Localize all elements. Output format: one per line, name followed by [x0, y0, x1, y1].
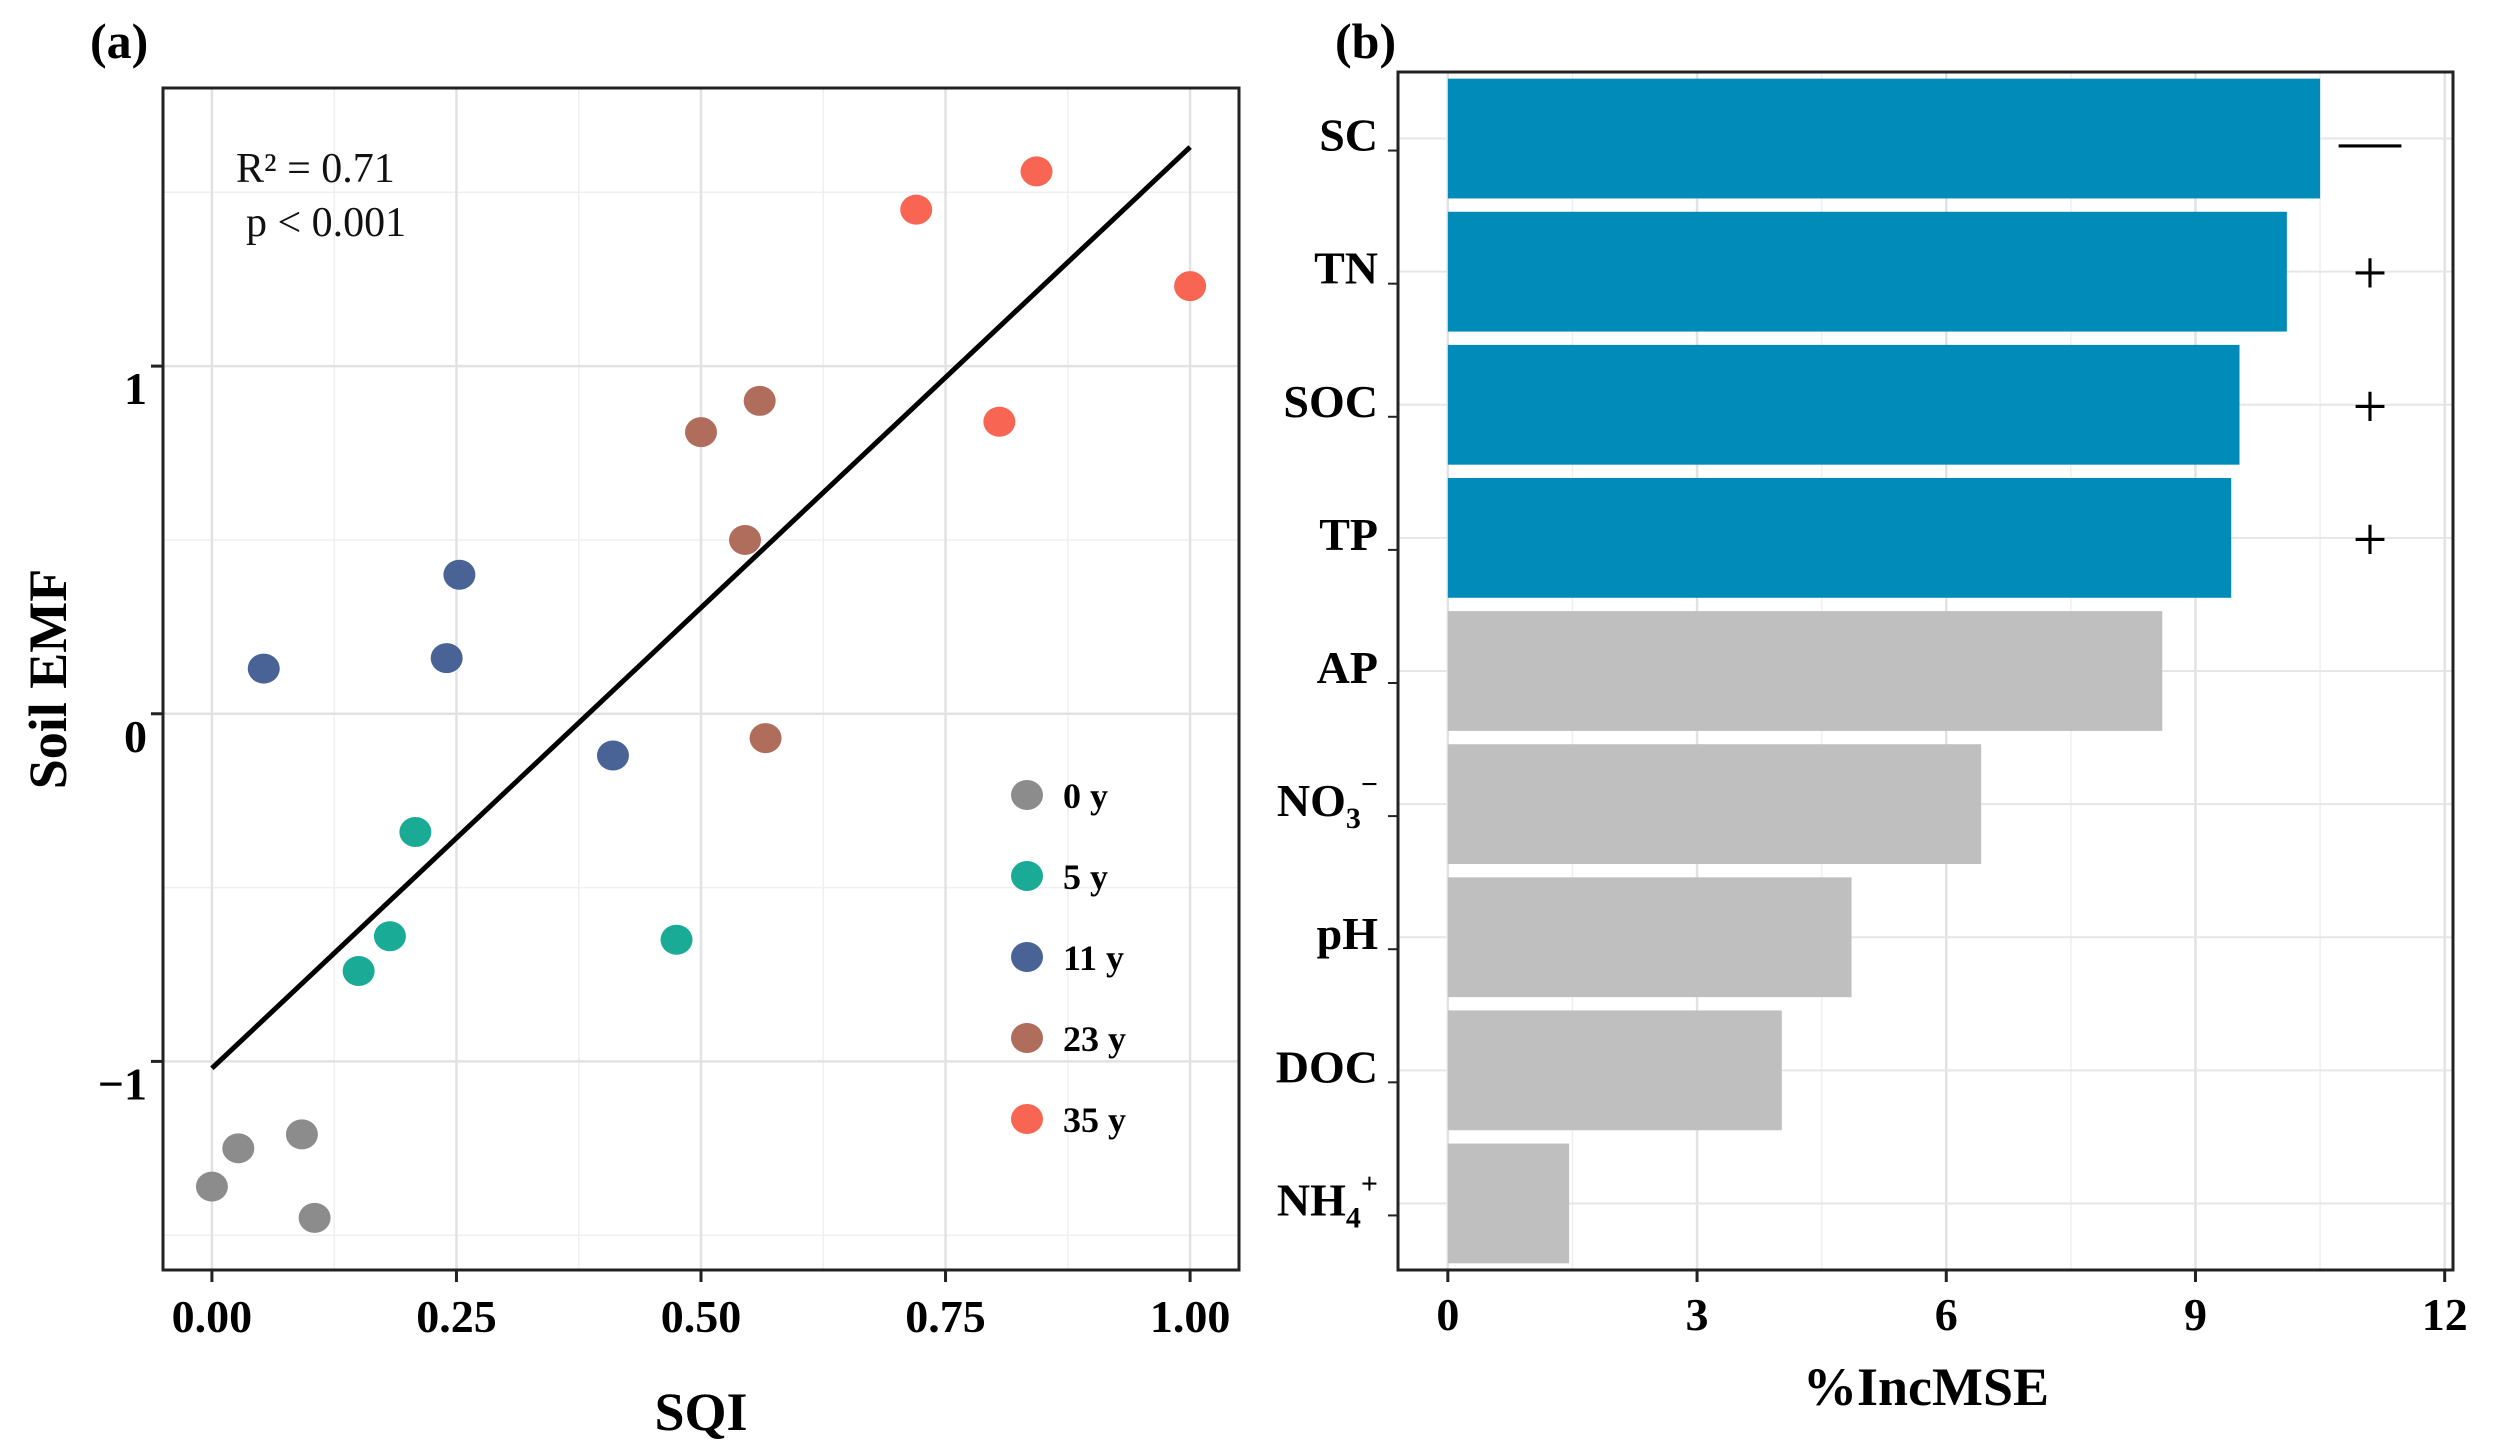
- legend-swatch: [1011, 1104, 1043, 1134]
- variable-label-main: DOC: [1276, 1041, 1378, 1092]
- variable-label-main: AP: [1317, 642, 1378, 693]
- legend-label: 11 y: [1063, 938, 1124, 978]
- scatter-point: [195, 1171, 228, 1202]
- variable-label-main: SOC: [1283, 376, 1378, 427]
- importance-bars: [1447, 78, 2321, 1264]
- scatter-point: [900, 194, 933, 225]
- x-tick-label: 0.25: [416, 1291, 497, 1342]
- scatter-point: [596, 740, 629, 771]
- bar: [1447, 344, 2240, 465]
- variable-label: TP: [1319, 509, 1378, 560]
- scatter-point: [1174, 271, 1207, 302]
- scatter-point: [399, 816, 432, 847]
- variable-label-main: NO: [1277, 775, 1346, 826]
- effect-sign: +: [2353, 240, 2388, 308]
- x-tick-label: 0.00: [172, 1291, 253, 1342]
- effect-signs: — + + +: [2338, 107, 2402, 574]
- bar: [1447, 78, 2321, 199]
- x-tick-label: 9: [2184, 1289, 2207, 1340]
- y-tick-label: 0: [124, 711, 147, 762]
- variable-label: NO3−: [1277, 768, 1378, 835]
- variable-label: TN: [1314, 243, 1378, 294]
- x-tick-label: 0: [1436, 1289, 1459, 1340]
- x-tick-label: 0.75: [905, 1291, 986, 1342]
- scatter-point: [749, 723, 782, 754]
- panel-a-label: (a): [90, 13, 148, 69]
- y-axis-title-soil-emf: Soil EMF: [18, 569, 78, 790]
- x-tick-label: 1.00: [1150, 1291, 1231, 1342]
- variable-label-main: TP: [1319, 509, 1378, 560]
- scatter-point: [247, 653, 280, 684]
- scatter-point: [743, 385, 776, 416]
- panel-a-axis-ticks: 0.00 0.25 0.50 0.75 1.00 −1 0 1: [98, 363, 1231, 1342]
- variable-label: NH4+: [1277, 1167, 1378, 1234]
- effect-sign: —: [2338, 107, 2402, 175]
- x-axis-title-incmse: %IncMSE: [1803, 1357, 2049, 1417]
- bar: [1447, 211, 2287, 332]
- scatter-point: [298, 1202, 331, 1233]
- variable-label: AP: [1317, 642, 1378, 693]
- effect-sign: +: [2353, 506, 2388, 574]
- panel-a-gridlines: [163, 88, 1239, 1270]
- variable-label-main: SC: [1319, 110, 1378, 161]
- scatter-point: [222, 1133, 255, 1164]
- variable-label-superscript: +: [1361, 1167, 1378, 1200]
- legend-label: 5 y: [1063, 857, 1108, 897]
- legend: 0 y 5 y 11 y 23 y 35 y: [1011, 776, 1126, 1140]
- scatter-point: [1020, 156, 1053, 187]
- variable-label-main: TN: [1314, 243, 1378, 294]
- variable-label-superscript: −: [1361, 768, 1378, 801]
- panel-b-frame: [1396, 70, 2455, 1272]
- y-tick-label: 1: [124, 363, 147, 414]
- scatter-point: [342, 956, 375, 987]
- x-tick-label: 0.50: [661, 1291, 742, 1342]
- bar: [1447, 877, 1852, 998]
- effect-sign: +: [2353, 373, 2388, 441]
- y-tick-label: −1: [98, 1058, 147, 1109]
- panel-a: (a) 0.00 0.25 0.50 0.75 1.00 −1 0 1 R² = 0.71 p…: [18, 13, 1241, 1442]
- legend-swatch: [1011, 780, 1043, 810]
- legend-label: 23 y: [1063, 1019, 1126, 1059]
- bar: [1447, 1010, 1782, 1131]
- variable-labels: SC TN SOC TP AP NO3− pH DOC NH4+: [1276, 110, 1378, 1235]
- scatter-point: [285, 1119, 318, 1150]
- variable-label: pH: [1317, 908, 1379, 959]
- variable-label-main: pH: [1317, 908, 1379, 959]
- x-tick-label: 3: [1686, 1289, 1709, 1340]
- variable-label-subscript: 4: [1346, 1201, 1361, 1234]
- variable-label: DOC: [1276, 1041, 1378, 1092]
- legend-swatch: [1011, 861, 1043, 891]
- variable-label-main: NH: [1277, 1174, 1346, 1225]
- r-squared-annotation: R² = 0.71: [236, 146, 395, 192]
- scatter-point: [373, 921, 406, 952]
- bar: [1447, 1143, 1570, 1264]
- scatter-point: [685, 417, 717, 448]
- scatter-point: [729, 524, 762, 555]
- variable-label: SC: [1319, 110, 1378, 161]
- bar: [1447, 477, 2232, 598]
- scatter-point: [660, 924, 693, 955]
- x-axis-title-sqi: SQI: [654, 1382, 747, 1442]
- scatter-point: [443, 559, 476, 590]
- scatter-points: [195, 156, 1207, 1233]
- x-tick-label: 12: [2422, 1289, 2468, 1340]
- scatter-point: [430, 643, 463, 674]
- legend-swatch: [1011, 942, 1043, 972]
- panel-b-label: (b): [1335, 13, 1396, 69]
- bar: [1447, 611, 2163, 731]
- panel-b-axis-ticks: 0 3 6 9 12: [1388, 149, 2468, 1340]
- scatter-point: [983, 406, 1016, 437]
- legend-swatch: [1011, 1023, 1043, 1053]
- x-tick-label: 6: [1935, 1289, 1958, 1340]
- regression-line: [210, 145, 1192, 1071]
- variable-label-subscript: 3: [1346, 802, 1361, 835]
- variable-label: SOC: [1283, 376, 1378, 427]
- legend-label: 35 y: [1063, 1100, 1126, 1140]
- bar: [1447, 744, 1982, 865]
- p-value-annotation: p < 0.001: [246, 200, 406, 246]
- legend-label: 0 y: [1063, 776, 1108, 816]
